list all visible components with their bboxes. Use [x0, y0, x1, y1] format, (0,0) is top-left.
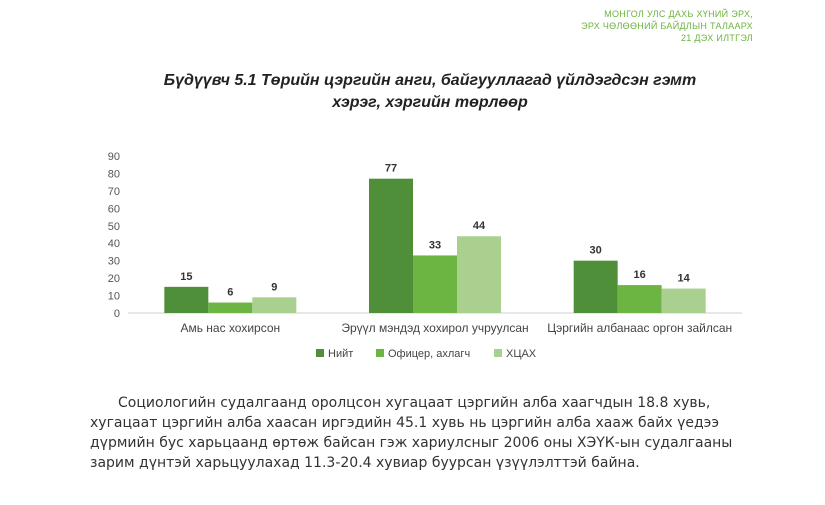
- legend-label: Нийт: [328, 348, 353, 360]
- bar: [208, 302, 253, 313]
- bar: [369, 178, 413, 313]
- bar: [573, 260, 618, 313]
- bar: [661, 288, 706, 313]
- bar: [617, 285, 662, 313]
- y-tick-label: 80: [108, 168, 120, 180]
- legend-label: Офицер, ахлагч: [388, 348, 470, 360]
- legend-swatch: [376, 349, 384, 357]
- data-label: 16: [634, 269, 646, 281]
- x-tick-label: Эрүүл мэндэд хохирол учруулсан: [341, 321, 528, 335]
- body-paragraph: Социологийн судалгаанд оролцсон хугацаат…: [90, 395, 733, 471]
- y-tick-label: 10: [108, 291, 120, 303]
- x-tick-label: Цэргийн албанаас оргон зайлсан: [547, 321, 732, 335]
- bar-chart: 0 10 20 30 40 50 60 70 80 90 15 6 9 Амь нас хохирсон 7…: [108, 151, 742, 360]
- y-tick-label: 70: [108, 186, 120, 198]
- data-label: 44: [473, 220, 486, 232]
- data-label: 9: [271, 281, 277, 293]
- y-tick-label: 20: [108, 273, 120, 285]
- y-tick-label: 30: [108, 256, 120, 268]
- bar: [164, 286, 209, 313]
- legend-swatch: [494, 349, 502, 357]
- y-tick-label: 50: [108, 221, 120, 233]
- y-tick-label: 0: [114, 308, 120, 320]
- bar: [252, 297, 297, 313]
- header-line-2: ЭРХ ЧӨЛӨӨНИЙ БАЙДЛЫН ТАЛААРХ: [581, 21, 753, 31]
- data-label: 6: [227, 287, 233, 299]
- header-line-1: МОНГОЛ УЛС ДАХЬ ХҮНИЙ ЭРХ,: [604, 9, 753, 19]
- bar: [413, 255, 457, 313]
- data-label: 14: [678, 273, 691, 285]
- data-label: 33: [429, 239, 441, 251]
- y-tick-label: 40: [108, 238, 120, 250]
- chart-title-line-2: хэрэг, хэргийн төрлөөр: [332, 94, 528, 111]
- data-label: 30: [590, 245, 602, 257]
- data-label: 77: [385, 163, 397, 175]
- legend-label: ХЦАХ: [506, 348, 537, 360]
- x-tick-label: Амь нас хохирсон: [180, 321, 280, 335]
- y-tick-label: 60: [108, 203, 120, 215]
- y-tick-label: 90: [108, 151, 120, 163]
- header-line-3: 21 ДЭХ ИЛТГЭЛ: [681, 33, 753, 43]
- report-header: МОНГОЛ УЛС ДАХЬ ХҮНИЙ ЭРХ, ЭРХ ЧӨЛӨӨНИЙ …: [581, 8, 753, 44]
- data-label: 15: [180, 271, 192, 283]
- chart-title: Бүдүүвч 5.1 Төрийн цэргийн анги, байгуул…: [120, 70, 740, 114]
- chart-title-line-1: Бүдүүвч 5.1 Төрийн цэргийн анги, байгуул…: [163, 72, 697, 89]
- legend-swatch: [316, 349, 324, 357]
- bar: [457, 236, 501, 313]
